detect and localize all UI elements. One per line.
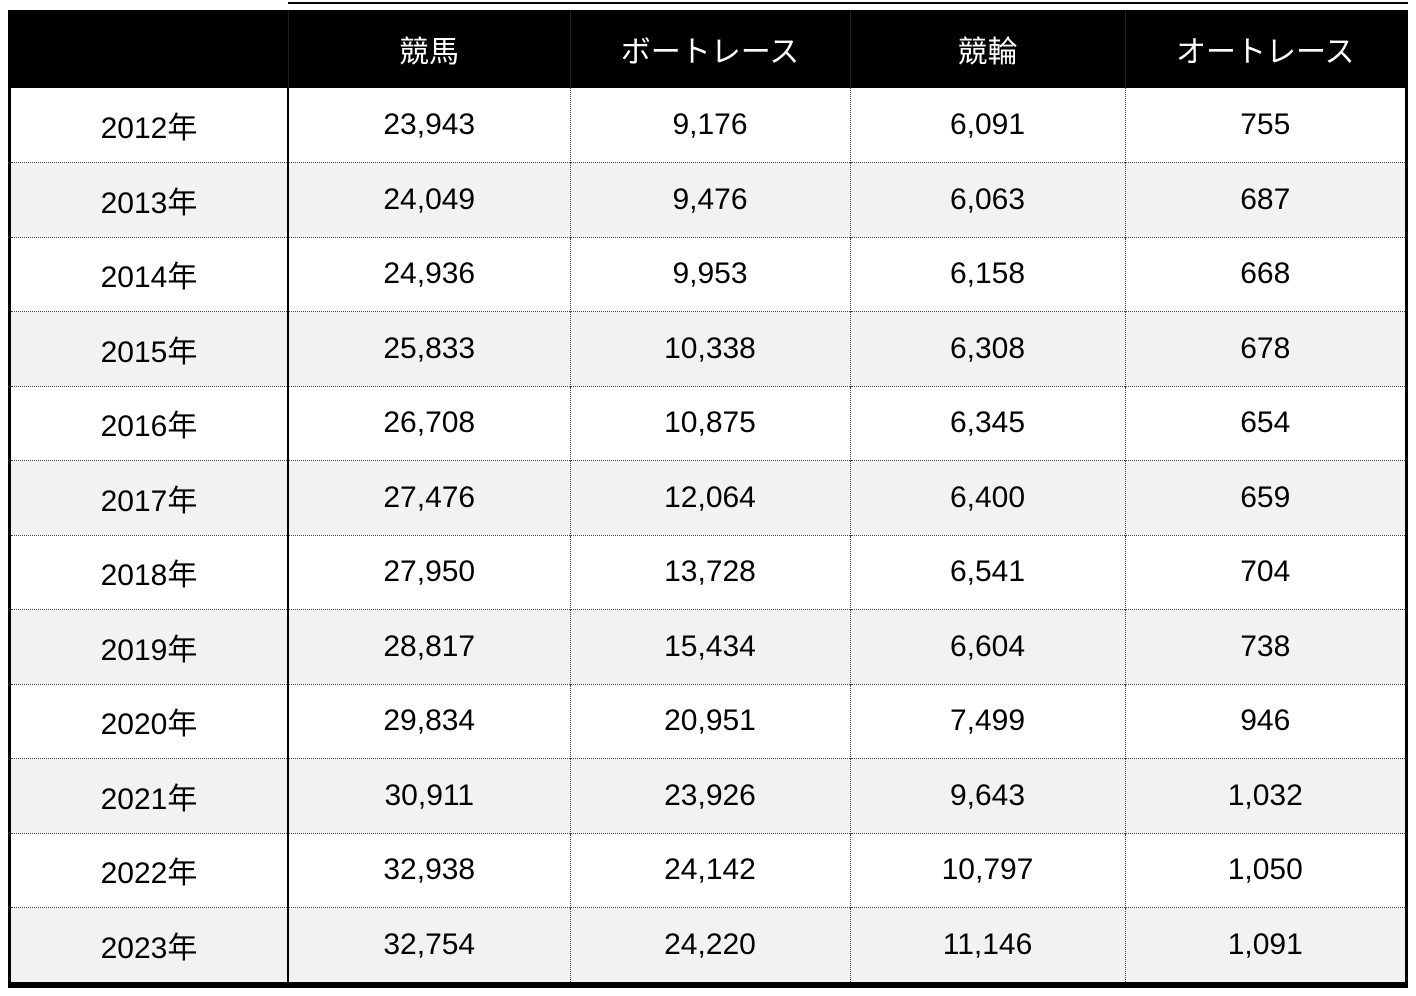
table-row: 2019年 28,817 15,434 6,604 738 (11, 609, 1405, 684)
value-cell: 9,176 (569, 88, 850, 163)
table-row: 2020年 29,834 20,951 7,499 946 (11, 683, 1405, 759)
value-cell: 10,875 (569, 385, 850, 461)
value-cell: 26,708 (287, 385, 570, 461)
value-cell: 27,950 (287, 534, 570, 610)
value-cell: 9,643 (849, 758, 1125, 833)
column-header-keirin: 競輪 (849, 10, 1125, 88)
year-cell: 2020年 (11, 683, 288, 759)
value-cell: 678 (1124, 311, 1405, 386)
table-row: 2018年 27,950 13,728 6,541 704 (11, 534, 1405, 610)
value-cell: 6,091 (849, 88, 1125, 163)
value-cell: 6,063 (849, 162, 1125, 237)
year-cell: 2023年 (11, 907, 288, 982)
table-row: 2021年 30,911 23,926 9,643 1,032 (11, 758, 1405, 833)
value-cell: 6,158 (849, 236, 1125, 312)
value-cell: 659 (1124, 460, 1405, 535)
value-cell: 32,754 (287, 907, 570, 982)
value-cell: 12,064 (569, 460, 850, 535)
value-cell: 6,541 (849, 534, 1125, 610)
value-cell: 738 (1124, 609, 1405, 684)
table-row: 2022年 32,938 24,142 10,797 1,050 (11, 832, 1405, 908)
year-cell: 2022年 (11, 832, 288, 908)
column-header-keiba: 競馬 (287, 10, 570, 88)
year-cell: 2018年 (11, 534, 288, 610)
value-cell: 24,220 (569, 907, 850, 982)
table-row: 2016年 26,708 10,875 6,345 654 (11, 385, 1405, 461)
table-row: 2023年 32,754 24,220 11,146 1,091 (11, 907, 1405, 982)
data-table: 競馬 ボートレース 競輪 オートレース 2012年 23,943 9,176 6,09… (11, 10, 1405, 982)
year-cell: 2015年 (11, 311, 288, 386)
table-row: 2017年 27,476 12,064 6,400 659 (11, 460, 1405, 535)
year-cell: 2017年 (11, 460, 288, 535)
year-cell: 2021年 (11, 758, 288, 833)
value-cell: 7,499 (849, 683, 1125, 759)
value-cell: 9,476 (569, 162, 850, 237)
value-cell: 28,817 (287, 609, 570, 684)
value-cell: 27,476 (287, 460, 570, 535)
value-cell: 1,032 (1124, 758, 1405, 833)
value-cell: 6,345 (849, 385, 1125, 461)
value-cell: 15,434 (569, 609, 850, 684)
value-cell: 30,911 (287, 758, 570, 833)
column-header-blank (11, 10, 288, 88)
value-cell: 25,833 (287, 311, 570, 386)
value-cell: 755 (1124, 88, 1405, 163)
table-top-border (288, 2, 1408, 4)
table-row: 2013年 24,049 9,476 6,063 687 (11, 162, 1405, 237)
value-cell: 24,049 (287, 162, 570, 237)
column-header-boatrace: ボートレース (569, 10, 850, 88)
value-cell: 1,091 (1124, 907, 1405, 982)
value-cell: 10,797 (849, 832, 1125, 908)
value-cell: 10,338 (569, 311, 850, 386)
value-cell: 654 (1124, 385, 1405, 461)
value-cell: 24,936 (287, 236, 570, 312)
value-cell: 9,953 (569, 236, 850, 312)
value-cell: 668 (1124, 236, 1405, 312)
value-cell: 23,926 (569, 758, 850, 833)
table-row: 2015年 25,833 10,338 6,308 678 (11, 311, 1405, 386)
value-cell: 687 (1124, 162, 1405, 237)
column-header-autorace: オートレース (1124, 10, 1405, 88)
data-table-wrapper: 競馬 ボートレース 競輪 オートレース 2012年 23,943 9,176 6,09… (8, 10, 1408, 988)
year-cell: 2013年 (11, 162, 288, 237)
header-row: 競馬 ボートレース 競輪 オートレース (11, 10, 1405, 88)
value-cell: 13,728 (569, 534, 850, 610)
value-cell: 11,146 (849, 907, 1125, 982)
value-cell: 946 (1124, 683, 1405, 759)
value-cell: 6,308 (849, 311, 1125, 386)
table-row: 2012年 23,943 9,176 6,091 755 (11, 88, 1405, 163)
table-header: 競馬 ボートレース 競輪 オートレース (11, 10, 1405, 88)
year-cell: 2014年 (11, 236, 288, 312)
year-cell: 2019年 (11, 609, 288, 684)
value-cell: 6,400 (849, 460, 1125, 535)
table-body: 2012年 23,943 9,176 6,091 755 2013年 24,049 9,476… (11, 88, 1405, 982)
value-cell: 29,834 (287, 683, 570, 759)
value-cell: 1,050 (1124, 832, 1405, 908)
table-row: 2014年 24,936 9,953 6,158 668 (11, 236, 1405, 312)
value-cell: 32,938 (287, 832, 570, 908)
value-cell: 20,951 (569, 683, 850, 759)
value-cell: 704 (1124, 534, 1405, 610)
year-cell: 2016年 (11, 385, 288, 461)
value-cell: 24,142 (569, 832, 850, 908)
value-cell: 23,943 (287, 88, 570, 163)
value-cell: 6,604 (849, 609, 1125, 684)
year-cell: 2012年 (100, 112, 198, 145)
